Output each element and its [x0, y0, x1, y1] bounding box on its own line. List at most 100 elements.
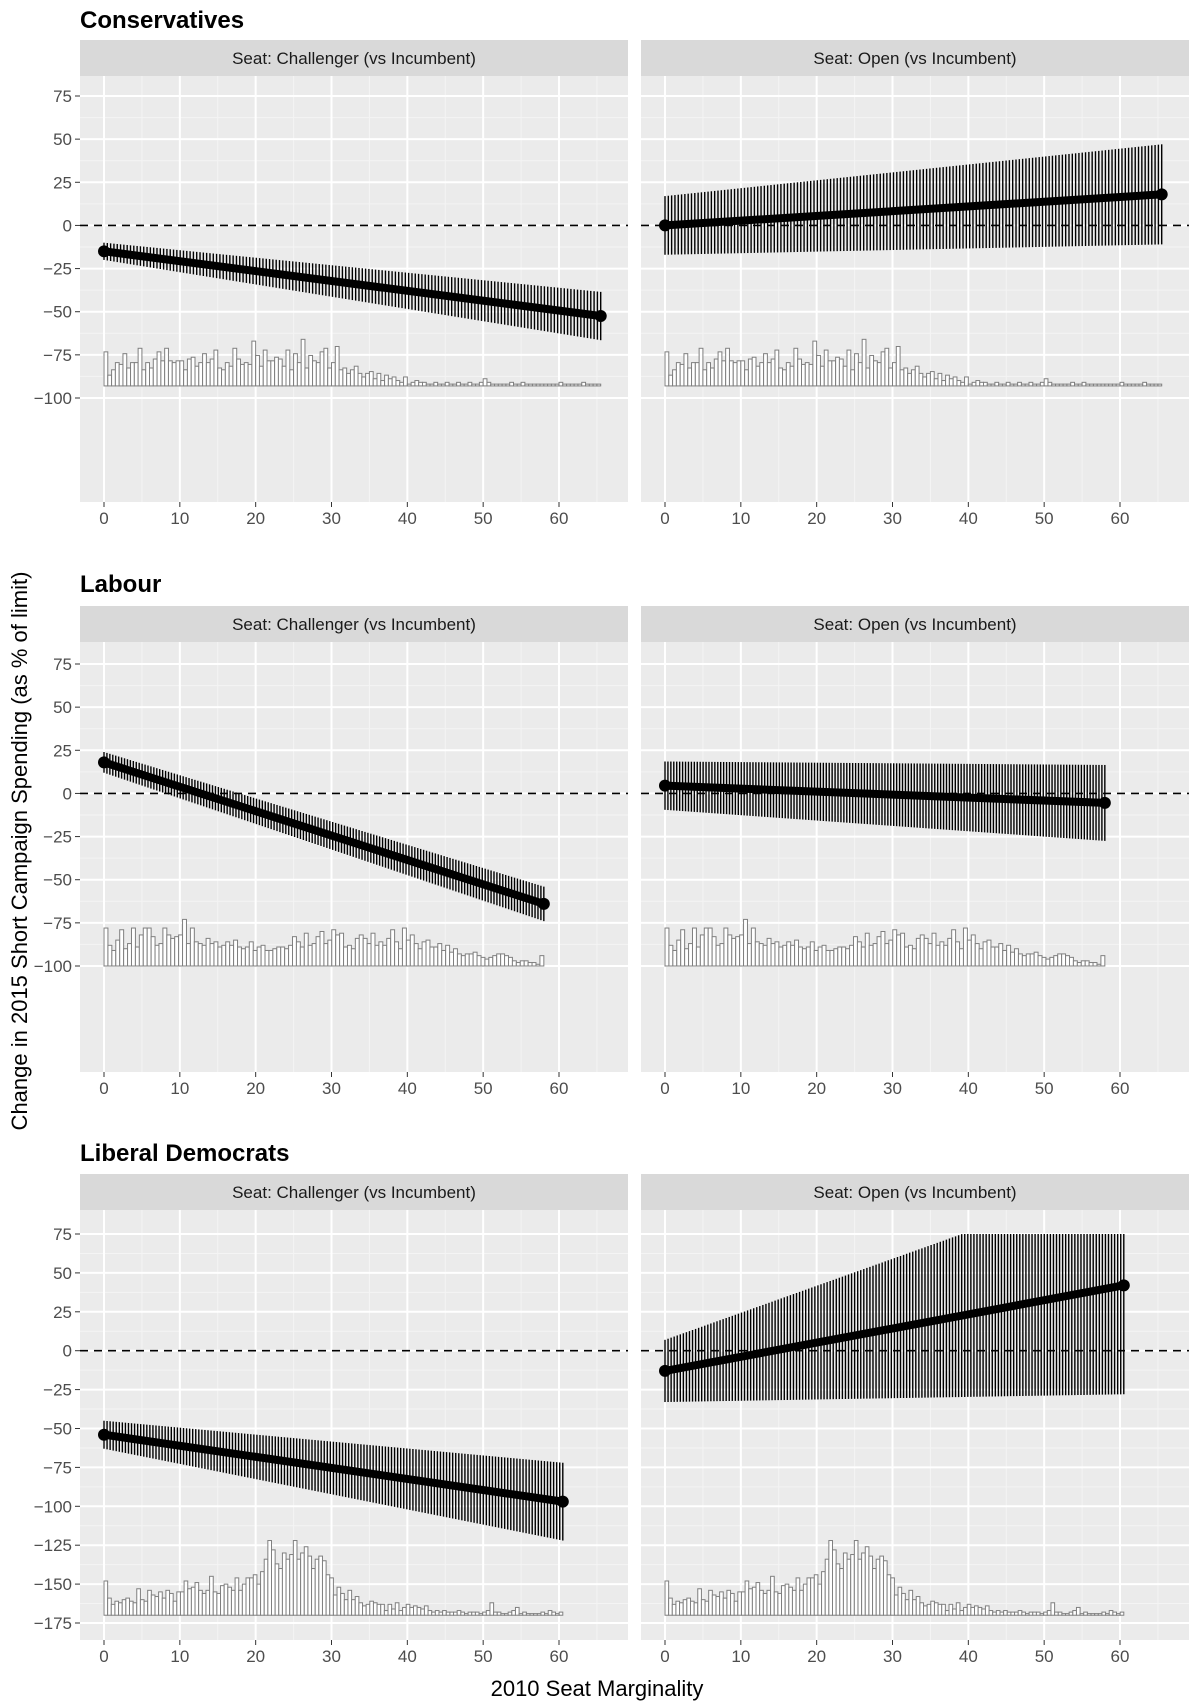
histogram-bar	[453, 948, 458, 967]
histogram-bar	[489, 1602, 495, 1616]
histogram-bar	[543, 383, 549, 387]
histogram-bar	[179, 360, 185, 387]
histogram-bar	[167, 360, 173, 387]
histogram-bar	[861, 1552, 866, 1616]
histogram-bar	[193, 941, 199, 967]
histogram-bar	[463, 383, 469, 387]
estimate-end-point	[537, 897, 550, 910]
histogram-bar	[272, 948, 278, 967]
histogram-bar	[383, 1610, 389, 1616]
histogram-bar	[278, 1568, 283, 1616]
histogram-bar	[540, 1611, 546, 1616]
histogram-bar	[809, 941, 815, 967]
histogram-bar	[731, 937, 737, 967]
histogram-bar	[865, 367, 871, 387]
x-tick-label: 30	[322, 509, 341, 528]
histogram-bar	[1041, 956, 1047, 967]
histogram-bar	[236, 358, 241, 387]
histogram-bar	[778, 367, 784, 387]
histogram-bar	[525, 1613, 531, 1616]
histogram-bar	[710, 367, 715, 387]
histogram-bar	[679, 363, 685, 387]
histogram-bar	[221, 944, 227, 967]
histogram-bar	[1014, 948, 1019, 967]
histogram-bar	[971, 381, 977, 387]
histogram-bar	[558, 1611, 564, 1616]
histogram-bar	[448, 383, 454, 387]
histogram-bar	[114, 362, 120, 387]
histogram-bar	[903, 367, 909, 387]
histogram-bar	[334, 345, 340, 387]
histogram-bar	[474, 1611, 480, 1616]
histogram-bar	[1054, 1611, 1059, 1616]
histogram-bar	[1072, 960, 1078, 967]
histogram-bar	[365, 372, 370, 387]
histogram-bar	[288, 944, 293, 967]
panel-background	[641, 1210, 1189, 1640]
histogram-bar	[449, 1611, 455, 1616]
y-tick-label: −100	[34, 1497, 72, 1516]
histogram-bar	[948, 1603, 954, 1616]
panel-strip	[641, 1174, 1189, 1210]
histogram-bar	[445, 1611, 451, 1616]
histogram-bar	[664, 1580, 670, 1616]
panel-background	[80, 642, 628, 1072]
histogram-bar	[680, 929, 686, 967]
histogram-bar	[781, 1585, 786, 1616]
histogram-bar	[409, 1606, 415, 1616]
histogram-bar	[403, 376, 408, 387]
histogram-bar	[948, 378, 954, 387]
histogram-bar	[740, 360, 746, 387]
estimate-line	[100, 1430, 567, 1506]
histogram-bar	[845, 948, 851, 967]
histogram-bar	[1062, 383, 1068, 387]
histogram-bar	[853, 936, 858, 967]
histogram-bar	[456, 1610, 462, 1616]
histogram-bar	[935, 944, 941, 967]
histogram-bar	[136, 1588, 141, 1616]
estimate-line	[661, 1281, 1128, 1375]
histogram-bar	[952, 1608, 957, 1616]
histogram-bar	[1006, 1611, 1012, 1616]
x-tick-label: 0	[660, 509, 669, 528]
histogram-bar	[114, 1600, 120, 1616]
histogram-bar	[539, 955, 545, 967]
x-tick-label: 20	[246, 1647, 265, 1666]
histogram-bar	[358, 1602, 364, 1616]
histogram-bar	[551, 1611, 557, 1616]
histogram-bar	[766, 1589, 772, 1616]
histogram-bar	[205, 362, 211, 387]
histogram-bar	[939, 941, 945, 967]
histogram-bar	[422, 381, 427, 387]
x-tick-label: 10	[170, 1079, 189, 1098]
histogram-bar	[751, 356, 757, 387]
histogram-bar	[774, 941, 780, 967]
panel-strip-label: Seat: Open (vs Incumbent)	[813, 615, 1016, 634]
histogram-bar	[1036, 383, 1041, 387]
panel-0-1: Seat: Open (vs Incumbent) 0 10 20 30 40 50 60	[641, 40, 1189, 528]
histogram-bar	[362, 1605, 367, 1616]
histogram-bar	[478, 1613, 484, 1616]
histogram-bar	[857, 362, 863, 387]
histogram-bar	[683, 353, 689, 387]
histogram-bar	[868, 1555, 874, 1616]
y-tick-label: −50	[43, 1420, 72, 1439]
histogram-bar	[238, 1589, 243, 1616]
histogram-bar	[315, 936, 321, 967]
histogram-bar	[429, 946, 435, 967]
histogram-bar	[500, 953, 506, 967]
histogram-bar	[321, 1560, 327, 1616]
histogram-bar	[456, 381, 461, 387]
histogram-bar	[248, 941, 254, 967]
histogram-bar	[850, 369, 856, 387]
histogram-bar	[759, 362, 765, 387]
histogram-bar	[267, 1540, 272, 1616]
histogram-bar	[370, 932, 376, 967]
histogram-bar	[539, 383, 545, 387]
histogram-bar	[418, 381, 424, 387]
histogram-bar	[544, 1613, 549, 1616]
histogram-bar	[216, 1592, 222, 1616]
histogram-bar	[270, 360, 276, 387]
histogram-bar	[353, 365, 359, 387]
histogram-bar	[726, 1589, 732, 1616]
